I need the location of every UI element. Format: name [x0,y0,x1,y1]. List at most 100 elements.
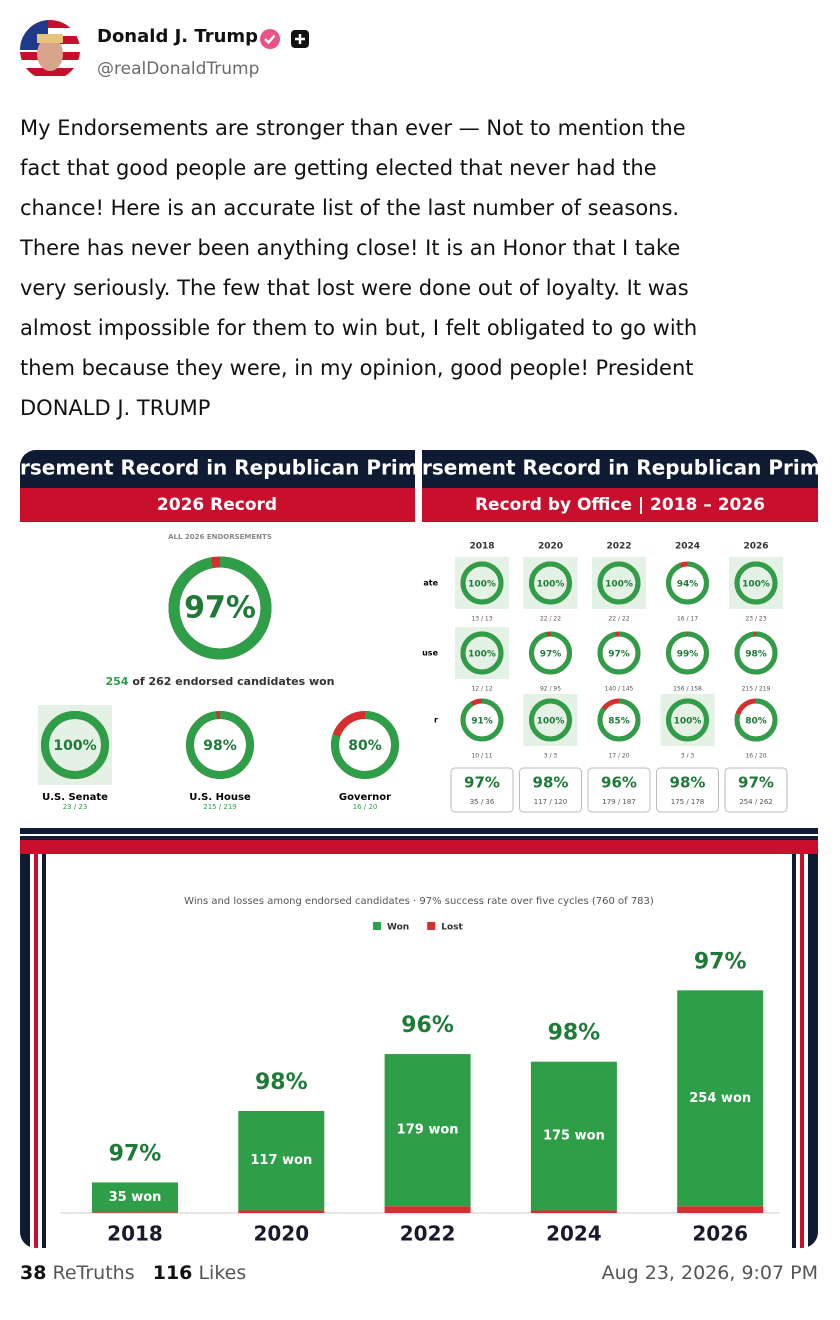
image-canvas: rsement Record in Republican Prima 2026 … [20,450,818,1248]
ring-arc [597,698,641,742]
office-count: 16 / 20 [353,803,378,811]
total-percent: 98% [533,774,569,792]
panel-banner: rsement Record in Republican Prim [422,456,818,480]
cell-count: 16 / 17 [677,616,698,623]
bar-label: 35 won [109,1190,162,1205]
text-line: DONALD J. TRUMP [20,396,211,420]
author-name[interactable]: Donald J. Trump [97,26,259,47]
like-label: Likes [198,1262,247,1284]
panel-heading: Record by Office | 2018 – 2026 [475,495,765,515]
ring-arc [734,698,778,742]
x-tick-label: 2018 [107,1222,163,1246]
text-line: fact that good people are getting electe… [20,156,657,180]
ring-label: 100% [537,717,565,727]
office-name: U.S. House [189,792,251,803]
cell-count: 16 / 20 [745,753,766,760]
avatar[interactable] [20,20,80,80]
year-label: 2022 [606,542,631,552]
ring-arc [168,556,272,660]
x-tick-label: 2020 [253,1222,309,1246]
total-percent: 96% [601,774,637,792]
bar-segment [238,1210,325,1213]
ring-arc [460,561,504,605]
percent-label: 98% [548,1021,601,1046]
year-label: 2018 [469,542,494,552]
timestamp[interactable]: Aug 23, 2026, 9:07 PM [601,1262,818,1284]
total-box [519,767,582,813]
cell-count: 3 / 3 [544,753,558,760]
summary-text: of 262 endorsed candidates won [132,675,334,688]
cell-count: 140 / 145 [605,686,634,693]
bar-label: 175 won [543,1129,605,1144]
post-text: My Endorsements are stronger than ever —… [20,108,830,428]
cell-count: 10 / 11 [471,753,492,760]
ring-arc [734,631,778,675]
x-tick-label: 2024 [546,1222,602,1246]
ring-arc [331,711,399,779]
ring-label: 98% [745,650,767,660]
ring-label: 99% [677,650,699,660]
bar-segment [384,1054,471,1207]
ring-label: 94% [677,580,699,590]
retruth-count: 38 [20,1262,47,1284]
ring-label: 91% [471,717,493,727]
ring-label: 80% [348,738,382,754]
bar-segment [238,1111,325,1211]
ring-label: 100% [468,650,496,660]
likes[interactable]: 116 Likes [153,1262,247,1284]
total-count: 35 / 36 [470,798,495,806]
total-count: 117 / 120 [534,798,568,806]
badges [260,29,309,49]
retruths[interactable]: 38 ReTruths [20,1262,135,1284]
legend-label: Lost [441,923,463,933]
office-name: U.S. Senate [42,792,108,803]
cell-count: 23 / 23 [745,616,766,623]
office-count: 23 / 23 [63,803,88,811]
ring-arc [666,698,709,742]
total-percent: 97% [738,774,774,792]
total-percent: 97% [464,774,500,792]
ring-arc [529,631,572,675]
total-count: 254 / 262 [739,798,773,806]
total-box [450,767,514,813]
total-box [724,767,788,813]
ring-label: 85% [608,717,630,727]
text-line: There has never been anything close! It … [20,236,681,260]
post-image[interactable]: rsement Record in Republican Prima 2026 … [20,450,818,1248]
bar-label: 179 won [397,1123,459,1138]
text-line: chance! Here is an accurate list of the … [20,196,680,220]
percent-label: 97% [694,949,747,974]
row-label: use [422,649,438,658]
bar-segment [530,1210,617,1213]
like-count: 116 [152,1262,193,1284]
bar-label: 254 won [689,1091,751,1106]
summary: 254 of 262 endorsed candidates won [106,675,335,688]
ring-arc [597,561,641,605]
x-tick-label: 2022 [400,1222,456,1246]
legend-label: Won [387,923,409,933]
ring-label: 100% [742,580,770,590]
cell-count: 22 / 22 [540,616,561,623]
total-box [587,767,651,813]
ring-arc [666,631,709,675]
ring-arc [460,631,504,675]
text-line: My Endorsements are stronger than ever —… [20,116,686,140]
ring-label: 97% [608,650,630,660]
text-line: very seriously. The few that lost were d… [20,276,689,300]
ring-label: 97% [184,591,256,626]
cell-count: 13 / 13 [471,616,492,623]
ring-arc [460,698,504,742]
cell-count: 3 / 3 [681,753,695,760]
office-count: 215 / 219 [203,803,237,811]
row-label: r [434,716,438,725]
cell-count: 12 / 12 [471,686,492,693]
ring-arc [529,561,572,605]
cell-count: 17 / 20 [608,753,629,760]
total-count: 175 / 178 [671,798,705,806]
total-percent: 98% [670,774,706,792]
bar-segment [92,1212,178,1213]
ring-arc [41,711,109,779]
author-handle[interactable]: @realDonaldTrump [97,59,260,79]
ring-label: 100% [605,580,633,590]
office-name: Governor [339,792,391,803]
